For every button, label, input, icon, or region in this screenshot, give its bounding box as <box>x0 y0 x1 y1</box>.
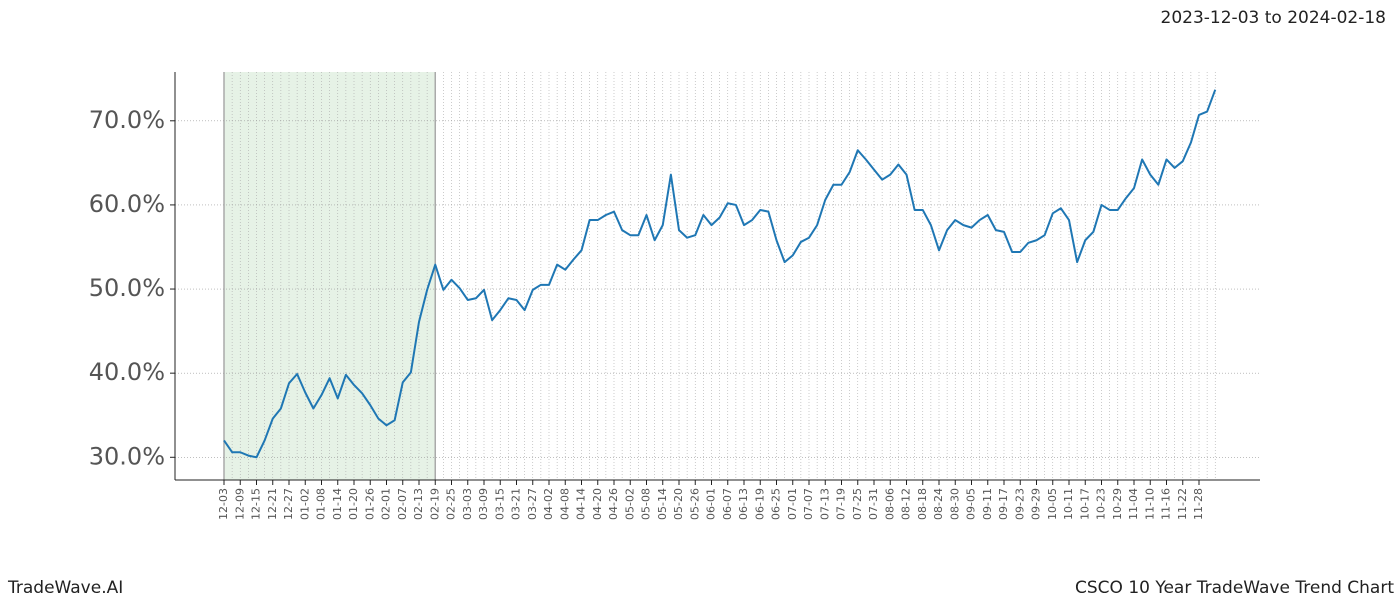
brand: TradeWave.AI <box>7 578 123 598</box>
x-tick-label: 03-21 <box>510 488 523 520</box>
x-tick-label: 05-02 <box>623 488 636 520</box>
chart-title: CSCO 10 Year TradeWave Trend Chart <box>1075 578 1394 598</box>
x-tick-label: 07-31 <box>867 488 880 520</box>
x-tick-label: 01-02 <box>298 488 311 520</box>
x-tick-label: 05-20 <box>672 488 685 520</box>
x-tick-label: 01-08 <box>315 488 328 520</box>
x-tick-label: 06-07 <box>721 488 734 520</box>
x-tick-label: 02-07 <box>396 488 409 520</box>
x-tick-label: 10-29 <box>1111 488 1124 520</box>
x-tick-label: 05-08 <box>640 488 653 520</box>
x-tick-label: 12-21 <box>266 488 279 520</box>
x-tick-label: 06-01 <box>705 488 718 520</box>
x-tick-label: 04-26 <box>607 488 620 520</box>
x-tick-label: 09-11 <box>981 488 994 520</box>
x-tick-label: 10-23 <box>1095 488 1108 520</box>
x-tick-label: 03-09 <box>477 488 490 520</box>
x-tick-label: 10-11 <box>1062 488 1075 520</box>
x-tick-label: 02-01 <box>380 488 393 520</box>
x-tick-label: 07-07 <box>802 488 815 520</box>
x-tick-label: 02-19 <box>428 488 441 520</box>
x-tick-label: 03-15 <box>493 488 506 520</box>
x-tick-label: 11-16 <box>1160 488 1173 520</box>
x-tick-label: 09-17 <box>997 488 1010 520</box>
x-tick-label: 11-28 <box>1192 488 1205 520</box>
x-tick-label: 02-13 <box>412 488 425 520</box>
x-tick-label: 07-25 <box>851 488 864 520</box>
x-tick-label: 07-01 <box>786 488 799 520</box>
x-tick-label: 06-25 <box>770 488 783 520</box>
y-tick-label: 60.0% <box>89 190 165 218</box>
x-tick-label: 11-10 <box>1143 488 1156 520</box>
x-tick-label: 04-08 <box>558 488 571 520</box>
trend-line <box>223 89 1217 459</box>
x-tick-label: 09-05 <box>965 488 978 520</box>
x-tick-label: 04-14 <box>575 488 588 520</box>
x-tick-label: 08-18 <box>916 488 929 520</box>
x-tick-label: 08-24 <box>932 488 945 520</box>
x-tick-label: 12-27 <box>282 488 295 520</box>
x-tick-label: 12-03 <box>217 488 230 520</box>
x-tick-label: 11-04 <box>1127 488 1140 520</box>
x-tick-label: 04-20 <box>591 488 604 520</box>
x-tick-label: 08-06 <box>883 488 896 520</box>
x-tick-label: 07-13 <box>818 488 831 520</box>
x-tick-label: 08-12 <box>900 488 913 520</box>
x-tick-label: 01-14 <box>331 488 344 520</box>
x-tick-label: 06-19 <box>753 488 766 520</box>
y-tick-label: 70.0% <box>89 106 165 134</box>
y-tick-label: 50.0% <box>89 274 165 302</box>
x-tick-label: 09-23 <box>1013 488 1026 520</box>
x-tick-label: 12-09 <box>233 488 246 520</box>
x-tick-label: 02-25 <box>445 488 458 520</box>
x-tick-label: 05-14 <box>656 488 669 520</box>
x-tick-label: 04-02 <box>542 488 555 520</box>
y-tick-label: 40.0% <box>89 358 165 386</box>
x-tick-label: 06-13 <box>737 488 750 520</box>
x-tick-label: 01-26 <box>363 488 376 520</box>
y-tick-label: 30.0% <box>89 442 165 470</box>
x-tick-label: 08-30 <box>948 488 961 520</box>
x-tick-label: 11-22 <box>1176 488 1189 520</box>
x-tick-label: 05-26 <box>688 488 701 520</box>
x-tick-label: 03-27 <box>526 488 539 520</box>
date-range: 2023-12-03 to 2024-02-18 <box>1161 8 1386 28</box>
x-tick-label: 07-19 <box>835 488 848 520</box>
x-tick-label: 03-03 <box>461 488 474 520</box>
x-tick-label: 10-17 <box>1078 488 1091 520</box>
x-tick-label: 01-20 <box>347 488 360 520</box>
x-tick-label: 09-29 <box>1030 488 1043 520</box>
x-tick-label: 12-15 <box>250 488 263 520</box>
x-tick-label: 10-05 <box>1046 488 1059 520</box>
